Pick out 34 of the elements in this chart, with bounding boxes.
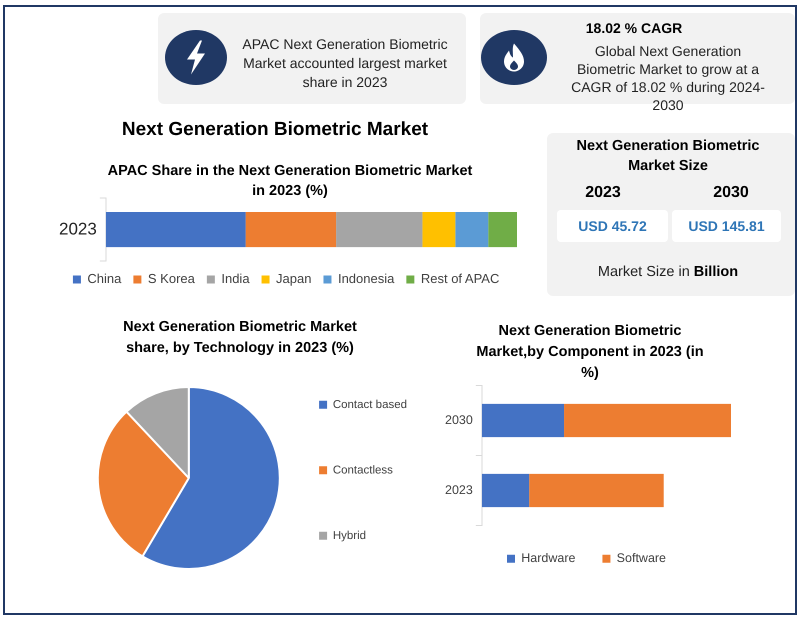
text: 18.02 % CAGR <box>584 19 684 37</box>
text: 2030 <box>712 183 750 203</box>
bar <box>482 474 530 508</box>
chart-subtitle: APAC Share in the Next Generation Biometric Market in 2023 (%) <box>106 162 474 201</box>
legend-label: S Korea <box>148 271 196 286</box>
text: USD 45.72 <box>557 210 668 242</box>
legend-label: Rest of APAC <box>420 271 500 286</box>
legend-label: Contact based <box>332 398 408 411</box>
chart-title: Next Generation Biometric Market,by Component in 2023 (in %) <box>475 322 705 383</box>
chart-title: Next Generation Biometric Market <box>120 119 430 141</box>
text: Global Next Generation Biometric Market to grow at a CAGR of 18.02 % during 2024-2030 <box>570 42 766 114</box>
bar <box>488 212 517 248</box>
legend-label: Indonesia <box>338 271 396 286</box>
bar <box>529 474 664 508</box>
legend-label: China <box>87 271 122 286</box>
bar <box>564 404 731 438</box>
chart-title: Next Generation Biometric Market share, by Technology in 2023 (%) <box>122 318 358 358</box>
text: 2023 <box>584 183 622 203</box>
legend-label: Hybrid <box>332 530 366 542</box>
legend-label: India <box>221 271 250 286</box>
bar <box>106 212 246 248</box>
text: USD 145.81 <box>672 210 781 242</box>
bar <box>455 212 488 248</box>
text: Market Size in Billion <box>598 264 738 280</box>
bar <box>246 212 336 248</box>
text: APAC Next Generation Biometric Market accounted largest market share in 2023 <box>241 35 449 92</box>
text: Next Generation Biometric Market Size <box>576 137 760 176</box>
bar <box>336 212 422 248</box>
bar <box>422 212 456 248</box>
legend-label: Hardware <box>521 551 576 566</box>
legend-label: Contactless <box>332 464 394 476</box>
legend-label: Japan <box>276 271 312 286</box>
legend-label: Software <box>616 551 666 566</box>
bar <box>482 404 564 438</box>
